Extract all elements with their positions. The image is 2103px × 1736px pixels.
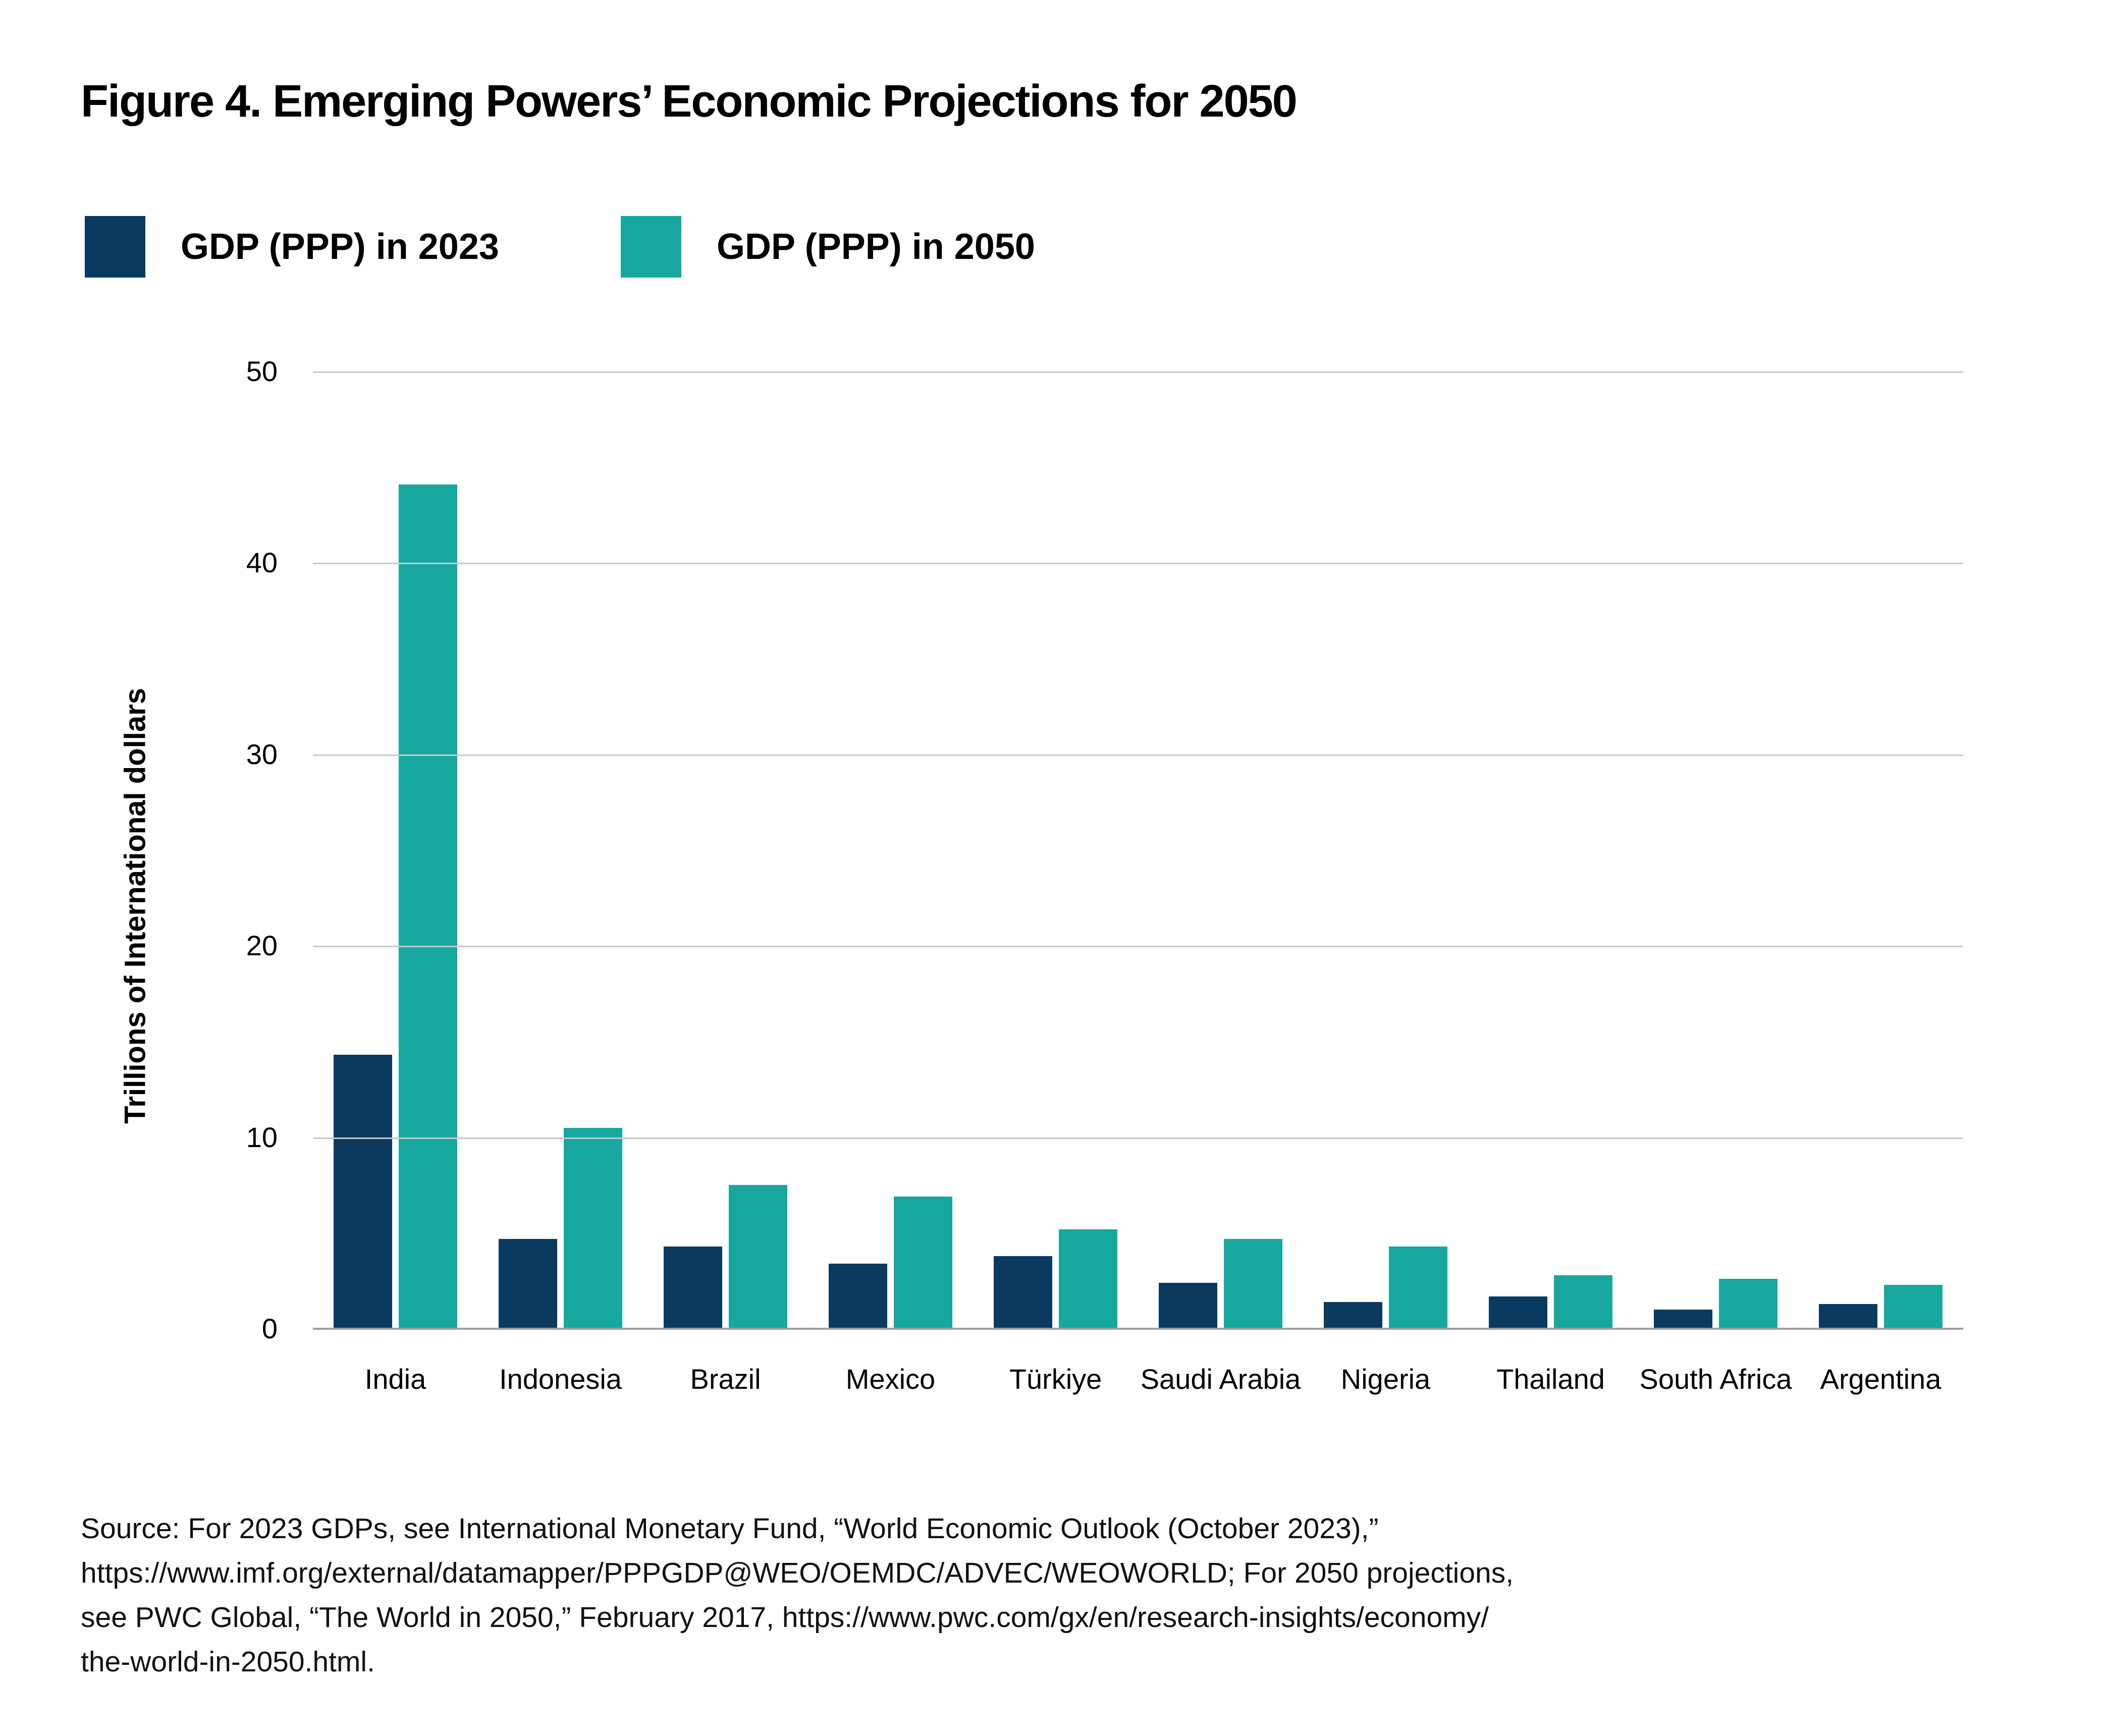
plot-area bbox=[313, 371, 1963, 1330]
y-tick-50: 50 bbox=[246, 355, 278, 387]
source-line-1: Source: For 2023 GDPs, see International… bbox=[81, 1512, 1379, 1545]
bar-group-brazil bbox=[643, 371, 808, 1329]
bar-group-argentina bbox=[1798, 371, 1963, 1329]
bar-argentina-2050 bbox=[1884, 1284, 1943, 1329]
bar-group-mexico bbox=[808, 371, 973, 1329]
gridline-30 bbox=[313, 754, 1963, 756]
legend-swatch-2023 bbox=[85, 216, 145, 278]
bar-nigeria-2023 bbox=[1324, 1301, 1382, 1329]
x-axis-line bbox=[313, 1328, 1963, 1330]
bar-t-rkiye-2050 bbox=[1059, 1229, 1117, 1329]
y-tick-0: 0 bbox=[261, 1313, 278, 1344]
bar-group-south-africa bbox=[1633, 371, 1798, 1329]
bar-south-africa-2050 bbox=[1719, 1279, 1777, 1329]
bar-group-saudi-arabia bbox=[1138, 371, 1303, 1329]
x-label-argentina: Argentina bbox=[1820, 1363, 1942, 1395]
legend-label-2023: GDP (PPP) in 2023 bbox=[181, 227, 499, 267]
bar-indonesia-2050 bbox=[564, 1127, 622, 1329]
x-axis-labels: India Indonesia Brazil Mexico Türkiye Saudi A… bbox=[313, 1363, 1963, 1395]
bar-thailand-2050 bbox=[1554, 1275, 1612, 1329]
gridline-10 bbox=[313, 1137, 1963, 1139]
bar-group-t-rkiye bbox=[973, 371, 1138, 1329]
bar-t-rkiye-2023 bbox=[994, 1256, 1052, 1329]
bar-south-africa-2023 bbox=[1654, 1310, 1712, 1329]
bar-nigeria-2050 bbox=[1389, 1246, 1447, 1329]
bar-indonesia-2023 bbox=[499, 1238, 557, 1329]
bar-argentina-2023 bbox=[1819, 1304, 1877, 1329]
bar-group-nigeria bbox=[1303, 371, 1468, 1329]
figure-title: Figure 4. Emerging Powers’ Economic Proj… bbox=[81, 76, 1298, 127]
x-label-mexico: Mexico bbox=[845, 1363, 936, 1395]
y-tick-30: 30 bbox=[246, 738, 278, 770]
x-label-india: India bbox=[364, 1363, 426, 1395]
bar-groups bbox=[313, 371, 1963, 1329]
bar-saudi-arabia-2050 bbox=[1224, 1238, 1282, 1329]
source-line-4: the-world-in-2050.html. bbox=[81, 1646, 375, 1678]
y-tick-40: 40 bbox=[246, 547, 278, 578]
bar-mexico-2050 bbox=[894, 1197, 952, 1329]
bar-thailand-2023 bbox=[1489, 1296, 1547, 1329]
bar-group-india bbox=[313, 371, 478, 1329]
source-line-2: https://www.imf.org/external/datamapper/… bbox=[81, 1557, 1514, 1589]
y-tick-20: 20 bbox=[246, 930, 278, 961]
legend-label-2050: GDP (PPP) in 2050 bbox=[717, 227, 1035, 267]
bar-group-thailand bbox=[1468, 371, 1633, 1329]
gridline-40 bbox=[313, 563, 1963, 565]
legend-swatch-2050 bbox=[621, 216, 681, 278]
source-line-3: see PWC Global, “The World in 2050,” Feb… bbox=[81, 1601, 1489, 1634]
x-label-thailand: Thailand bbox=[1496, 1363, 1605, 1395]
gridline-50 bbox=[313, 371, 1963, 373]
bar-brazil-2050 bbox=[729, 1185, 787, 1329]
x-label-brazil: Brazil bbox=[690, 1363, 761, 1395]
gridline-20 bbox=[313, 946, 1963, 948]
x-label-saudi-arabia: Saudi Arabia bbox=[1140, 1363, 1301, 1395]
bar-brazil-2023 bbox=[664, 1246, 722, 1329]
x-label-nigeria: Nigeria bbox=[1340, 1363, 1431, 1395]
legend-item-2050: GDP (PPP) in 2050 bbox=[621, 216, 1035, 278]
bar-india-2023 bbox=[334, 1055, 392, 1329]
y-tick-10: 10 bbox=[246, 1121, 278, 1153]
bar-india-2050 bbox=[399, 484, 457, 1329]
bar-group-indonesia bbox=[478, 371, 643, 1329]
bar-saudi-arabia-2023 bbox=[1159, 1282, 1217, 1329]
bar-mexico-2023 bbox=[829, 1264, 887, 1329]
legend-item-2023: GDP (PPP) in 2023 bbox=[85, 216, 499, 278]
source-note: Source: For 2023 GDPs, see International… bbox=[81, 1506, 1514, 1684]
x-label-indonesia: Indonesia bbox=[499, 1363, 622, 1395]
y-axis-title: Trillions of International dollars bbox=[119, 688, 152, 1124]
x-label-t-rkiye: Türkiye bbox=[1009, 1363, 1102, 1395]
x-label-south-africa: South Africa bbox=[1639, 1363, 1792, 1395]
